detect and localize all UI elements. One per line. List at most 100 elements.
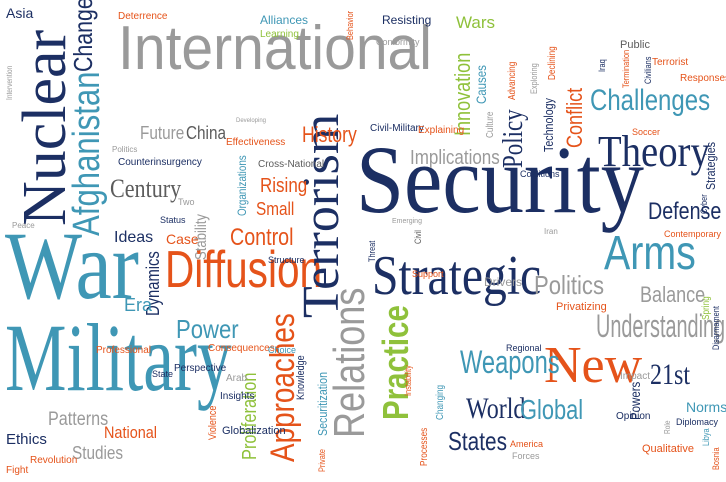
- word-international: International: [118, 14, 432, 83]
- word-organizations: Organizations: [235, 155, 249, 216]
- word-termination: Termination: [621, 49, 631, 88]
- word-norms: Norms: [686, 399, 726, 415]
- word-diplomacy: Diplomacy: [676, 417, 719, 427]
- word-peace: Peace: [12, 221, 35, 230]
- word-theory: Theory: [598, 127, 710, 176]
- word-technology: Technology: [541, 98, 556, 152]
- word-change: Change: [68, 0, 98, 72]
- word-proliferation: Proliferation: [239, 372, 261, 460]
- word-afghanistan: Afghanistan: [66, 71, 108, 236]
- word-structure: Structure: [268, 255, 305, 265]
- word-conformity: Conformity: [376, 37, 420, 47]
- word-securitization: Securitization: [315, 372, 330, 436]
- word-weapons: Weapons: [460, 344, 560, 380]
- word-support: Support: [412, 269, 444, 279]
- word-deterrence: Deterrence: [118, 11, 168, 22]
- word-arms: Arms: [604, 227, 696, 280]
- word-politics: Politics: [534, 270, 605, 300]
- word-defense: Defense: [648, 198, 722, 225]
- word-civilians: Civilians: [643, 56, 653, 84]
- word-ideas: Ideas: [114, 229, 154, 246]
- word-contemporary: Contemporary: [664, 229, 722, 239]
- word-power: Power: [176, 314, 239, 344]
- word-arab: Arab: [226, 373, 248, 384]
- word-future: Future: [140, 123, 185, 143]
- word-powers: Powers: [627, 381, 643, 420]
- word-privatizing: Privatizing: [556, 301, 607, 313]
- word-public: Public: [620, 39, 650, 51]
- word-stability: Stability: [193, 214, 210, 260]
- word-behavior: Behavior: [345, 10, 355, 40]
- word-bosnia: Bosnia: [711, 447, 721, 470]
- word-century: Century: [110, 174, 182, 203]
- word-violence: Violence: [207, 405, 219, 440]
- word-intervention: Intervention: [5, 65, 14, 100]
- word-strategies: Strategies: [703, 141, 718, 190]
- word-diffusion: Diffusion: [165, 241, 323, 299]
- word-libya: Libya: [701, 428, 711, 446]
- word-opinion: Opinion: [616, 411, 651, 422]
- word-america: America: [510, 439, 544, 449]
- word-iran: Iran: [544, 227, 558, 236]
- word-war: War: [5, 212, 139, 319]
- word-military: Military: [5, 304, 232, 411]
- word-case: Case: [166, 231, 199, 247]
- word-globalization: Globalization: [222, 425, 286, 437]
- word-ethics: Ethics: [6, 431, 47, 448]
- word-cross-national: Cross-National: [258, 159, 325, 170]
- word-processes: Processes: [419, 427, 430, 466]
- word-policy: Policy: [498, 109, 529, 168]
- word-history: History: [302, 122, 357, 147]
- word-conflict: Conflict: [562, 87, 587, 148]
- word-perspective: Perspective: [174, 363, 227, 374]
- word-choice: Choice: [268, 345, 297, 355]
- word-forces: Forces: [512, 451, 540, 461]
- word-drivers: Drivers: [484, 275, 522, 289]
- word-responses: Responses: [680, 73, 726, 84]
- word-era: Era: [124, 295, 153, 315]
- word-soccer: Soccer: [632, 127, 661, 137]
- word-two: Two: [178, 197, 195, 207]
- word-wars: Wars: [456, 13, 496, 32]
- word-strategic: Strategic: [372, 245, 542, 307]
- word-new: New: [544, 337, 643, 394]
- word-practice: Practice: [375, 305, 416, 420]
- word-instability: Instability: [403, 365, 413, 396]
- word-private: Private: [317, 449, 327, 472]
- word-revolution: Revolution: [30, 455, 78, 466]
- word-cyber: Cyber: [699, 194, 709, 214]
- word-balance: Balance: [640, 282, 706, 307]
- word-global: Global: [520, 394, 584, 425]
- word-relations: Relations: [325, 287, 374, 438]
- word-patterns: Patterns: [48, 409, 109, 430]
- word-asia: Asia: [6, 5, 34, 21]
- word-challenges: Challenges: [590, 84, 711, 117]
- word-regional: Regional: [506, 343, 542, 353]
- word-counterinsurgency: Counterinsurgency: [118, 157, 202, 168]
- word-rising: Rising: [260, 175, 308, 197]
- word-innovation: Innovation: [450, 52, 475, 136]
- word-national: National: [104, 423, 158, 442]
- word-effectiveness: Effectiveness: [226, 137, 286, 148]
- word-explaining: Explaining: [418, 125, 465, 136]
- word-declining: Declining: [547, 46, 558, 80]
- word-alliances: Alliances: [260, 13, 309, 27]
- word-role: Role: [663, 420, 672, 434]
- word-small: Small: [256, 199, 295, 219]
- word-learning: Learning: [260, 29, 299, 40]
- word-status: Status: [160, 215, 186, 225]
- word-states: States: [448, 426, 507, 456]
- word-politics-small: Politics: [112, 145, 138, 154]
- word-fight: Fight: [6, 465, 29, 476]
- word-professional: Professional: [96, 345, 152, 356]
- word-consequences: Consequences: [208, 343, 275, 354]
- word-insights: Insights: [220, 391, 255, 402]
- word-studies: Studies: [72, 443, 124, 463]
- word-implications: Implications: [410, 147, 500, 169]
- word-iraq: Iraq: [597, 59, 607, 72]
- word-developing: Developing: [236, 118, 267, 124]
- word-civil-military: Civil-Military: [370, 123, 424, 134]
- word-control: Control: [230, 224, 294, 251]
- word-threat: Threat: [367, 240, 377, 262]
